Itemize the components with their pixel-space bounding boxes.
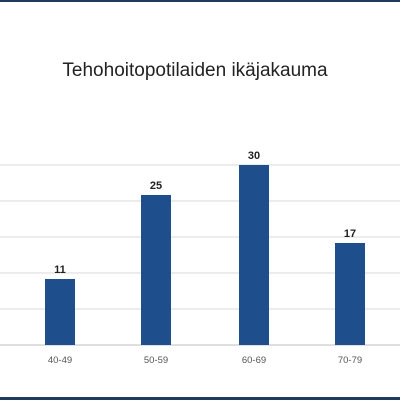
- data-label-60-69: 30: [248, 150, 260, 162]
- bars: [45, 165, 365, 345]
- x-tick-label-70-79: 70-79: [338, 355, 362, 366]
- x-tick-labels: 40-49 50-59 60-69 70-79: [48, 355, 362, 366]
- data-label-70-79: 17: [344, 228, 356, 240]
- data-label-50-59: 25: [150, 180, 162, 192]
- data-label-40-49: 11: [54, 264, 66, 276]
- x-tick-label-50-59: 50-59: [144, 355, 168, 366]
- chart-title: Tehohoitopotilaiden ikäjakauma: [62, 60, 328, 81]
- bar-50-59: [141, 195, 171, 345]
- gridlines: [0, 164, 400, 346]
- data-labels: 11 25 30 17: [54, 150, 356, 276]
- bar-70-79: [335, 243, 365, 345]
- x-tick-label-60-69: 60-69: [242, 355, 266, 366]
- bar-40-49: [45, 279, 75, 345]
- x-tick-label-40-49: 40-49: [48, 355, 72, 366]
- bar-60-69: [239, 165, 269, 345]
